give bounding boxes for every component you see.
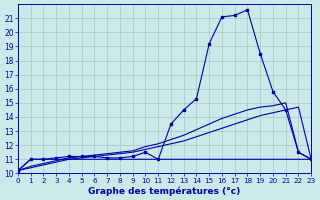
X-axis label: Graphe des températures (°c): Graphe des températures (°c) [88,186,241,196]
